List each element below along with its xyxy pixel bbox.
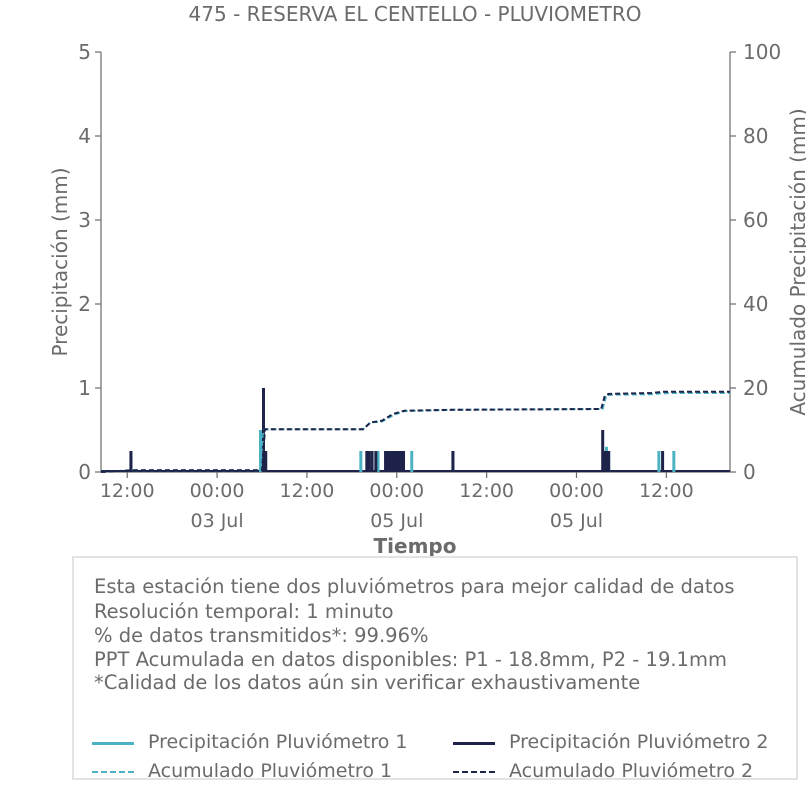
x-tick-label: 12:00 (280, 480, 335, 502)
y-tick-label-right: 80 (743, 124, 768, 148)
x-tick-label: 00:00 (549, 480, 604, 502)
y-tick-label-right: 60 (743, 208, 768, 232)
y-tick-label-right: 20 (743, 376, 768, 400)
info-line-resolution: Resolución temporal: 1 minuto (94, 600, 394, 623)
precipitation-bars (101, 388, 730, 472)
rainfall-chart: 475 - RESERVA EL CENTELLO - PLUVIOMETRO … (48, 2, 806, 558)
info-line-transmitted: % de datos transmitidos*: 99.96% (94, 624, 429, 647)
x-tick-label: 12:00 (459, 480, 514, 502)
legend-label-acc2: Acumulado Pluviómetro 2 (509, 760, 754, 782)
y-tick-label-right: 0 (743, 460, 756, 484)
info-line-stations: Esta estación tiene dos pluviómetros par… (94, 575, 735, 598)
legend-swatch-acc1 (92, 771, 134, 773)
info-box: Esta estación tiene dos pluviómetros par… (72, 556, 798, 782)
x-tick-label: 12:00 (639, 480, 694, 502)
legend-label-acc1: Acumulado Pluviómetro 1 (148, 760, 393, 782)
y-tick-label-right: 100 (743, 40, 781, 64)
legend-swatch-acc2 (453, 771, 495, 773)
y-tick-label-left: 5 (78, 40, 91, 64)
cumulative-line-p1 (100, 392, 730, 473)
legend-label-p2: Precipitación Pluviómetro 2 (509, 731, 769, 753)
y-tick-label-right: 40 (743, 292, 768, 316)
x-tick-sublabel: 03 Jul (190, 510, 243, 532)
x-tick-sublabel: 05 Jul (550, 510, 603, 532)
cumulative-lines (100, 390, 730, 473)
info-line-quality: *Calidad de los datos aún sin verificar … (94, 671, 641, 694)
legend-swatch-p1 (92, 742, 134, 745)
y-axis-label-right: Acumulado Precipitación (mm) (786, 108, 806, 415)
x-tick-label: 00:00 (369, 480, 424, 502)
x-tick-sublabel: 05 Jul (370, 510, 423, 532)
axis-labels: Precipitación (mm) Acumulado Precipitaci… (48, 108, 806, 558)
cumulative-line-p2 (100, 390, 730, 473)
y-axis-label-left: Precipitación (mm) (48, 167, 72, 356)
legend-swatch-p2 (453, 742, 495, 745)
legend-label-p1: Precipitación Pluviómetro 1 (148, 731, 408, 753)
y-tick-label-left: 3 (78, 208, 91, 232)
chart-title: 475 - RESERVA EL CENTELLO - PLUVIOMETRO (189, 2, 642, 26)
x-tick-label: 12:00 (100, 480, 155, 502)
info-line-accumulated: PPT Acumulada en datos disponibles: P1 -… (94, 648, 727, 671)
y-tick-label-left: 0 (78, 460, 91, 484)
y-tick-label-left: 4 (78, 124, 91, 148)
y-tick-label-left: 1 (78, 376, 91, 400)
x-axis-label: Tiempo (374, 534, 457, 558)
y-tick-label-left: 2 (78, 292, 91, 316)
chart-axes: 0 1 2 3 4 5 0 20 40 60 80 100 12:00 00:00 03 Jul 12:00 0… (78, 40, 781, 532)
x-tick-label: 00:00 (190, 480, 245, 502)
